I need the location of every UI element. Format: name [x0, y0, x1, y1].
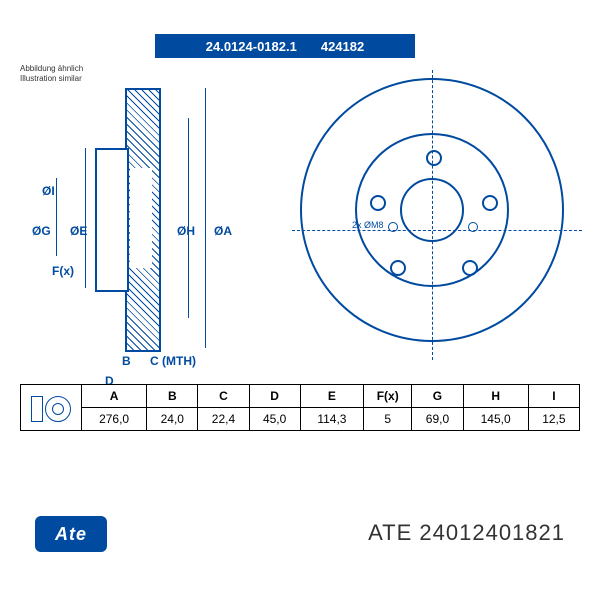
col-G: G [412, 385, 463, 408]
bolt-hole-2 [482, 195, 498, 211]
ate-logo-badge: Ate [35, 516, 107, 552]
dim-label-diaI: ØI [40, 184, 57, 198]
val-E: 114,3 [300, 408, 363, 431]
short-code: 424182 [321, 39, 364, 54]
dim-label-diaG: ØG [30, 224, 53, 238]
dim-line-diaI [56, 178, 57, 256]
dim-label-F: F(x) [50, 264, 76, 278]
val-F: 5 [364, 408, 412, 431]
val-B: 24,0 [147, 408, 198, 431]
side-hub [95, 148, 129, 292]
brand-badge-container: Ate [35, 516, 107, 552]
col-E: E [300, 385, 363, 408]
header-bar: 24.0124-0182.1 424182 [155, 34, 415, 58]
table-header-row: A B C D E F(x) G H I [21, 385, 580, 408]
bolt-hole-4 [390, 260, 406, 276]
spec-table-section: A B C D E F(x) G H I 276,0 24,0 22,4 45,… [20, 384, 580, 431]
drawing-panel: 24.0124-0182.1 424182 Abbildung ähnlich … [20, 34, 580, 434]
thumb-cell [21, 385, 82, 431]
col-C: C [198, 385, 249, 408]
bolt-hole-3 [462, 260, 478, 276]
dim-label-diaA: ØA [212, 224, 234, 238]
val-G: 69,0 [412, 408, 463, 431]
table-value-row: 276,0 24,0 22,4 45,0 114,3 5 69,0 145,0 … [21, 408, 580, 431]
dim-label-diaE: ØE [68, 224, 89, 238]
val-D: 45,0 [249, 408, 300, 431]
product-label: ATE 24012401821 [368, 520, 565, 546]
m8-label: 2x ØM8 [352, 220, 384, 230]
bolt-hole-5 [370, 195, 386, 211]
m8-hole-2 [468, 222, 478, 232]
col-I: I [528, 385, 579, 408]
mini-disc-icon [31, 394, 71, 422]
dim-line-diaA [205, 88, 206, 348]
col-F: F(x) [364, 385, 412, 408]
val-C: 22,4 [198, 408, 249, 431]
dim-label-B: B [120, 354, 133, 368]
part-number: 24.0124-0182.1 [206, 39, 297, 54]
val-A: 276,0 [82, 408, 147, 431]
spec-table: A B C D E F(x) G H I 276,0 24,0 22,4 45,… [20, 384, 580, 431]
dim-line-diaH [188, 118, 189, 318]
centerline-v [432, 70, 434, 360]
product-code: 24012401821 [419, 520, 565, 545]
dim-line-diaE [85, 148, 86, 288]
col-H: H [463, 385, 528, 408]
m8-hole-1 [388, 222, 398, 232]
val-H: 145,0 [463, 408, 528, 431]
side-vent-gap [130, 168, 152, 268]
centerline-h [292, 230, 582, 232]
val-I: 12,5 [528, 408, 579, 431]
dim-label-diaH: ØH [175, 224, 197, 238]
disc-face-view: 2x ØM8 [300, 78, 564, 342]
diagram-container: 24.0124-0182.1 424182 Abbildung ähnlich … [0, 0, 600, 600]
dim-label-C: C (MTH) [148, 354, 198, 368]
brand-name: ATE [368, 520, 412, 545]
col-A: A [82, 385, 147, 408]
drawing-area: ØI ØG ØE ØH ØA F(x) B D C (MTH) [20, 58, 580, 378]
col-B: B [147, 385, 198, 408]
bolt-hole-1 [426, 150, 442, 166]
col-D: D [249, 385, 300, 408]
disc-side-view [95, 88, 175, 348]
ate-logo-text: Ate [55, 524, 87, 545]
